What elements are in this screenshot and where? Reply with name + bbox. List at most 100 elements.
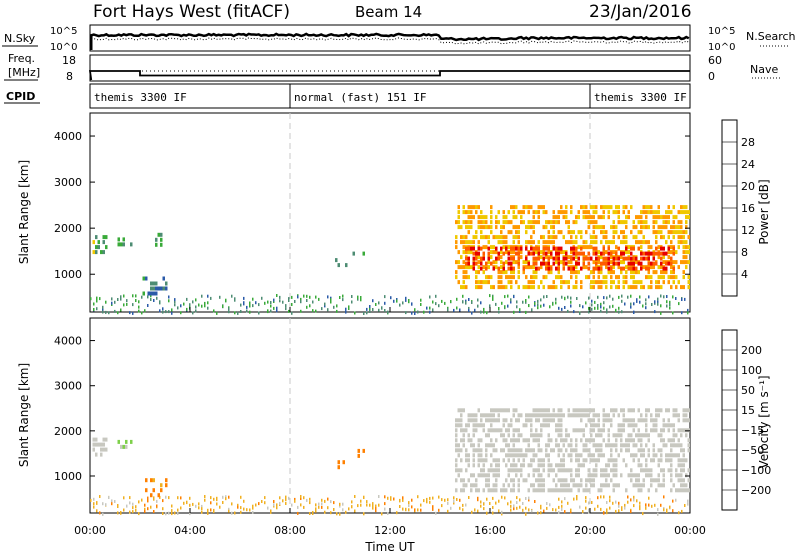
power-cell <box>467 215 470 220</box>
power-cell <box>612 220 615 225</box>
power-cell <box>477 298 479 302</box>
beam-label: Beam 14 <box>355 3 422 21</box>
power-cell <box>550 270 553 275</box>
power-cell <box>462 265 465 270</box>
power-cell <box>530 235 533 240</box>
velocity-cell <box>555 473 558 478</box>
power-cell <box>677 240 680 245</box>
velocity-cell <box>570 510 572 514</box>
power-cell <box>652 261 655 266</box>
velocity-cell <box>672 438 675 443</box>
velocity-cell <box>660 503 662 507</box>
power-cell <box>528 295 530 299</box>
velocity-cell <box>505 453 508 458</box>
velocity-cell <box>605 483 608 488</box>
velocity-cell <box>609 499 611 503</box>
power-cell <box>92 240 95 245</box>
power-cell <box>662 220 665 225</box>
velocity-cell <box>495 408 498 413</box>
power-cell <box>457 210 460 215</box>
power-cell <box>105 245 108 250</box>
power-cell <box>580 266 583 271</box>
velocity-cell <box>590 433 593 438</box>
power-cell <box>252 304 254 308</box>
velocity-cell <box>577 408 580 413</box>
power-cell <box>470 215 473 220</box>
velocity-cell <box>642 433 645 438</box>
power-cell <box>515 230 518 235</box>
power-cell <box>595 266 598 271</box>
velocity-cell <box>122 444 125 449</box>
velocity-cell <box>535 468 538 473</box>
velocity-cell <box>408 508 410 512</box>
power-cell <box>291 295 293 299</box>
power-cell <box>150 294 152 298</box>
velocity-cell <box>635 483 638 488</box>
velocity-cell <box>677 488 680 493</box>
velocity-cell <box>537 413 540 418</box>
velocity-cell <box>665 443 668 448</box>
power-cell <box>201 294 203 298</box>
velocity-cell <box>615 509 617 513</box>
velocity-cell <box>621 508 623 511</box>
velocity-cell <box>138 500 140 504</box>
velocity-cell <box>582 448 585 453</box>
power-cell <box>517 285 520 290</box>
power-cell <box>470 210 473 215</box>
power-cell <box>579 304 581 308</box>
power-cell <box>665 251 668 256</box>
velocity-cell <box>486 497 488 501</box>
velocity-cell <box>567 408 570 413</box>
velocity-cell <box>252 506 254 510</box>
power-cell <box>667 220 670 225</box>
cpid-strip-frame <box>89 83 691 109</box>
velocity-cell <box>520 463 523 468</box>
velocity-cell <box>655 423 658 428</box>
power-cell <box>591 303 593 307</box>
velocity-cell <box>582 463 585 468</box>
power-cell <box>92 250 95 255</box>
power-cell <box>605 275 608 280</box>
power-cell <box>527 285 530 290</box>
power-cell <box>682 245 685 250</box>
power-cell <box>162 286 165 291</box>
power-cell <box>99 297 101 301</box>
velocity-cell <box>612 443 615 448</box>
velocity-cell <box>580 428 583 433</box>
velocity-cell <box>680 483 683 488</box>
power-cell <box>447 308 449 312</box>
power-cell <box>512 205 515 210</box>
velocity-cell <box>95 452 98 457</box>
power-cell <box>557 275 560 280</box>
velocity-cell <box>530 483 533 488</box>
velocity-cell <box>640 448 643 453</box>
power-cell <box>455 275 458 280</box>
velocity-cell <box>600 428 603 433</box>
power-cell <box>276 294 278 297</box>
velocity-cell <box>665 408 668 413</box>
velocity-cell <box>607 483 610 488</box>
velocity-cell <box>560 468 563 473</box>
power-cell <box>640 230 643 235</box>
power-cell <box>502 210 505 215</box>
velocity-cell <box>547 413 550 418</box>
velocity-cell <box>637 438 640 443</box>
power-cell <box>642 304 644 308</box>
power-cell <box>592 266 595 271</box>
velocity-cell <box>627 418 630 423</box>
power-cell <box>549 305 551 309</box>
velocity-cell <box>655 478 658 483</box>
power-cell <box>102 250 105 255</box>
power-cell <box>582 215 585 220</box>
power-cell <box>306 299 308 302</box>
velocity-cell <box>327 497 329 501</box>
power-cell <box>588 306 590 310</box>
velocity-cell <box>477 448 480 453</box>
velocity-cell <box>189 503 191 507</box>
power-scale-tick-label: 24 <box>741 158 755 171</box>
power-cell <box>597 304 599 307</box>
velocity-cell <box>444 498 446 502</box>
velocity-cell <box>530 423 533 428</box>
velocity-cell <box>615 433 618 438</box>
power-cell <box>515 235 518 240</box>
